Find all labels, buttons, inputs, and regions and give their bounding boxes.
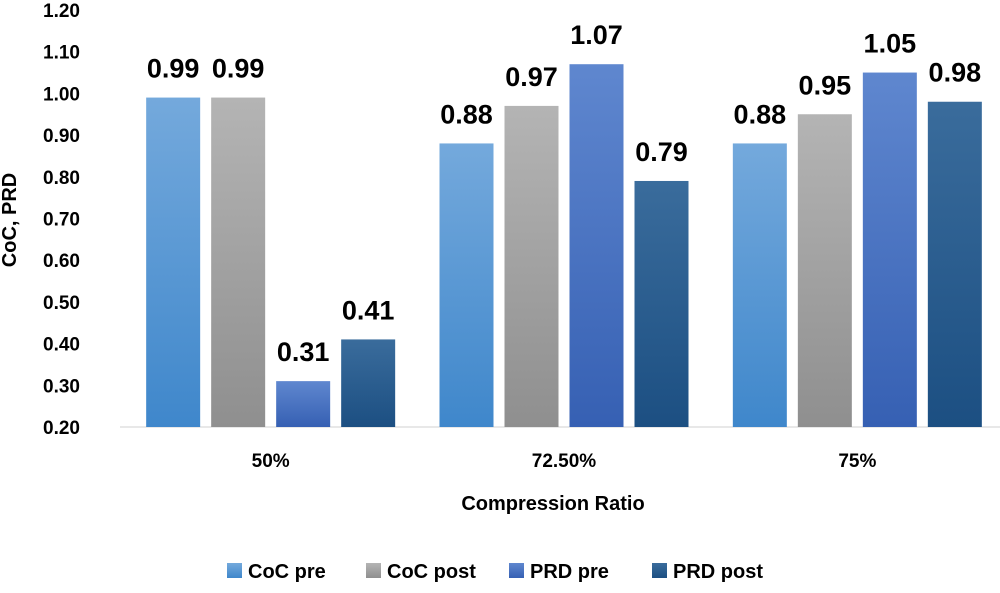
y-tick-label: 1.20 bbox=[43, 1, 80, 22]
data-label: 0.79 bbox=[635, 137, 688, 167]
bar-series-group bbox=[146, 64, 982, 428]
data-label: 0.95 bbox=[799, 70, 852, 100]
y-tick-label: 1.00 bbox=[43, 84, 80, 105]
bar-coc-post bbox=[504, 105, 559, 427]
y-tick-label: 0.90 bbox=[43, 126, 80, 147]
y-tick-label: 0.60 bbox=[43, 251, 80, 272]
data-label: 0.41 bbox=[342, 295, 395, 325]
bar-coc-post bbox=[797, 114, 852, 427]
bar-prd-pre bbox=[862, 72, 917, 428]
legend-label: CoC pre bbox=[248, 561, 326, 583]
bar-prd-pre bbox=[276, 381, 331, 427]
legend-swatch bbox=[509, 563, 524, 578]
legend: CoC pre CoC post PRD pre PRD post bbox=[227, 561, 763, 583]
y-axis-ticks: 0.20 0.30 0.40 0.50 0.60 0.70 0.80 0.90 1.00 1.10… bbox=[43, 1, 80, 439]
y-tick-label: 0.80 bbox=[43, 168, 80, 189]
data-label: 1.07 bbox=[570, 20, 623, 50]
legend-label: PRD post bbox=[673, 561, 763, 583]
y-tick-label: 0.40 bbox=[43, 335, 80, 356]
data-label: 0.97 bbox=[505, 62, 558, 92]
legend-label: CoC post bbox=[387, 561, 476, 583]
y-tick-label: 0.50 bbox=[43, 293, 80, 314]
data-label: 0.88 bbox=[440, 99, 493, 129]
data-label: 1.05 bbox=[864, 29, 917, 59]
bar-prd-post bbox=[341, 339, 396, 427]
data-label: 0.31 bbox=[277, 337, 330, 367]
y-tick-label: 0.70 bbox=[43, 210, 80, 231]
y-tick-label: 0.30 bbox=[43, 376, 80, 397]
legend-swatch bbox=[652, 563, 667, 578]
y-tick-label: 0.20 bbox=[43, 418, 80, 439]
bar-coc-pre bbox=[732, 143, 787, 427]
legend-swatch bbox=[366, 563, 381, 578]
y-axis-title: CoC, PRD bbox=[0, 173, 21, 267]
bar-prd-post bbox=[927, 101, 982, 428]
data-label: 0.99 bbox=[147, 54, 200, 84]
bar-coc-pre bbox=[439, 143, 494, 427]
bar-coc-pre bbox=[146, 97, 201, 427]
x-tick-label: 75% bbox=[838, 451, 876, 472]
bar-prd-post bbox=[634, 180, 689, 427]
data-label: 0.98 bbox=[929, 58, 982, 88]
x-tick-label: 72.50% bbox=[532, 451, 597, 472]
x-tick-label: 50% bbox=[252, 451, 290, 472]
bar-coc-post bbox=[211, 97, 266, 427]
data-label: 0.99 bbox=[212, 54, 265, 84]
x-axis-ticks: 50% 72.50% 75% bbox=[252, 451, 877, 472]
legend-swatch bbox=[227, 563, 242, 578]
legend-label: PRD pre bbox=[530, 561, 609, 583]
bar-prd-pre bbox=[569, 64, 624, 428]
x-axis-title: Compression Ratio bbox=[461, 493, 644, 515]
data-labels-group: 0.99 0.99 0.31 0.41 0.88 0.97 1.07 0.79 0.88 0.95… bbox=[147, 20, 981, 367]
data-label: 0.88 bbox=[734, 99, 787, 129]
y-tick-label: 1.10 bbox=[43, 43, 80, 64]
